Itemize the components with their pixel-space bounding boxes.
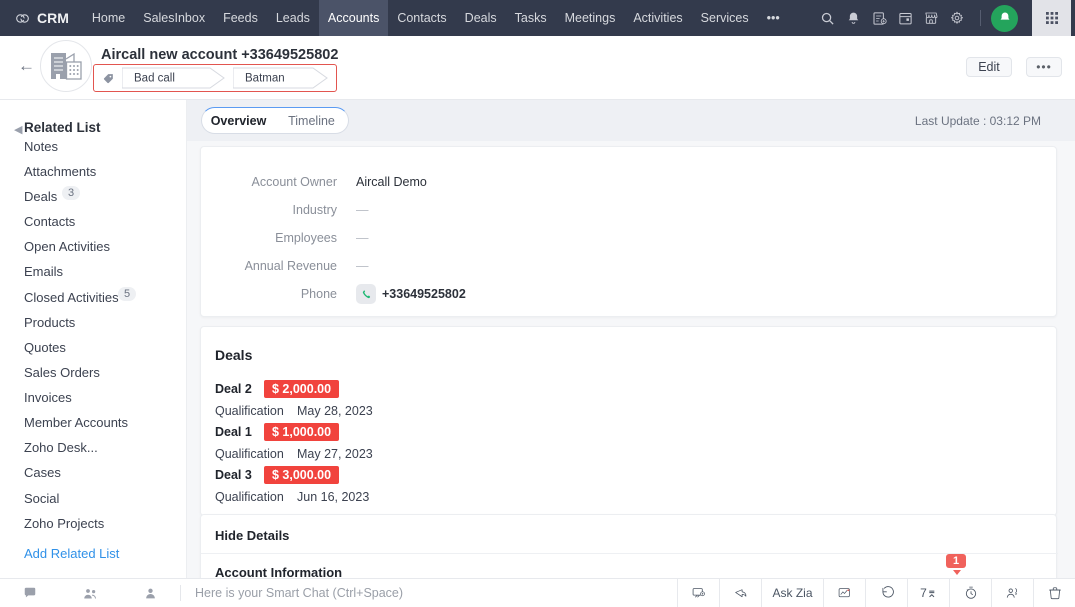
svg-text:Bad call: Bad call xyxy=(134,73,175,85)
svg-text:Batman: Batman xyxy=(245,73,285,85)
